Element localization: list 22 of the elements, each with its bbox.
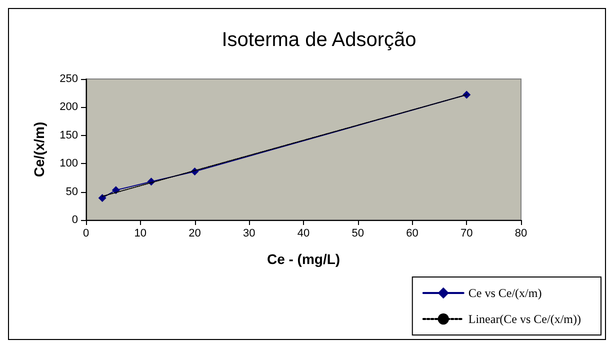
x-tick-label: 50 <box>352 228 364 240</box>
point <box>112 186 120 194</box>
y-tick-label: 50 <box>66 186 78 198</box>
y-tick-label: 0 <box>72 214 78 226</box>
x-tick-label: 10 <box>134 228 146 240</box>
legend-label: Ce vs Ce/(x/m) <box>468 286 542 300</box>
x-tick-label: 40 <box>297 228 310 240</box>
x-tick-label: 60 <box>406 228 418 240</box>
x-tick-label: 30 <box>243 228 256 240</box>
y-axis-title: Ce/(x/m) <box>31 122 47 178</box>
x-tick-label: 70 <box>460 228 473 240</box>
legend-label: Linear(Ce vs Ce/(x/m)) <box>468 312 582 326</box>
x-axis-title: Ce - (mg/L) <box>266 251 340 267</box>
y-tick-label: 250 <box>60 73 78 85</box>
point <box>98 194 106 202</box>
chart-title: Isoterma de Adsorção <box>222 29 416 51</box>
y-tick-label: 150 <box>60 129 78 142</box>
x-tick-label: 80 <box>514 228 528 240</box>
x-tick-label: 0 <box>82 228 90 240</box>
x-tick-label: 20 <box>188 228 201 240</box>
y-tick-label: 100 <box>60 158 78 170</box>
y-tick-label: 200 <box>60 101 78 114</box>
